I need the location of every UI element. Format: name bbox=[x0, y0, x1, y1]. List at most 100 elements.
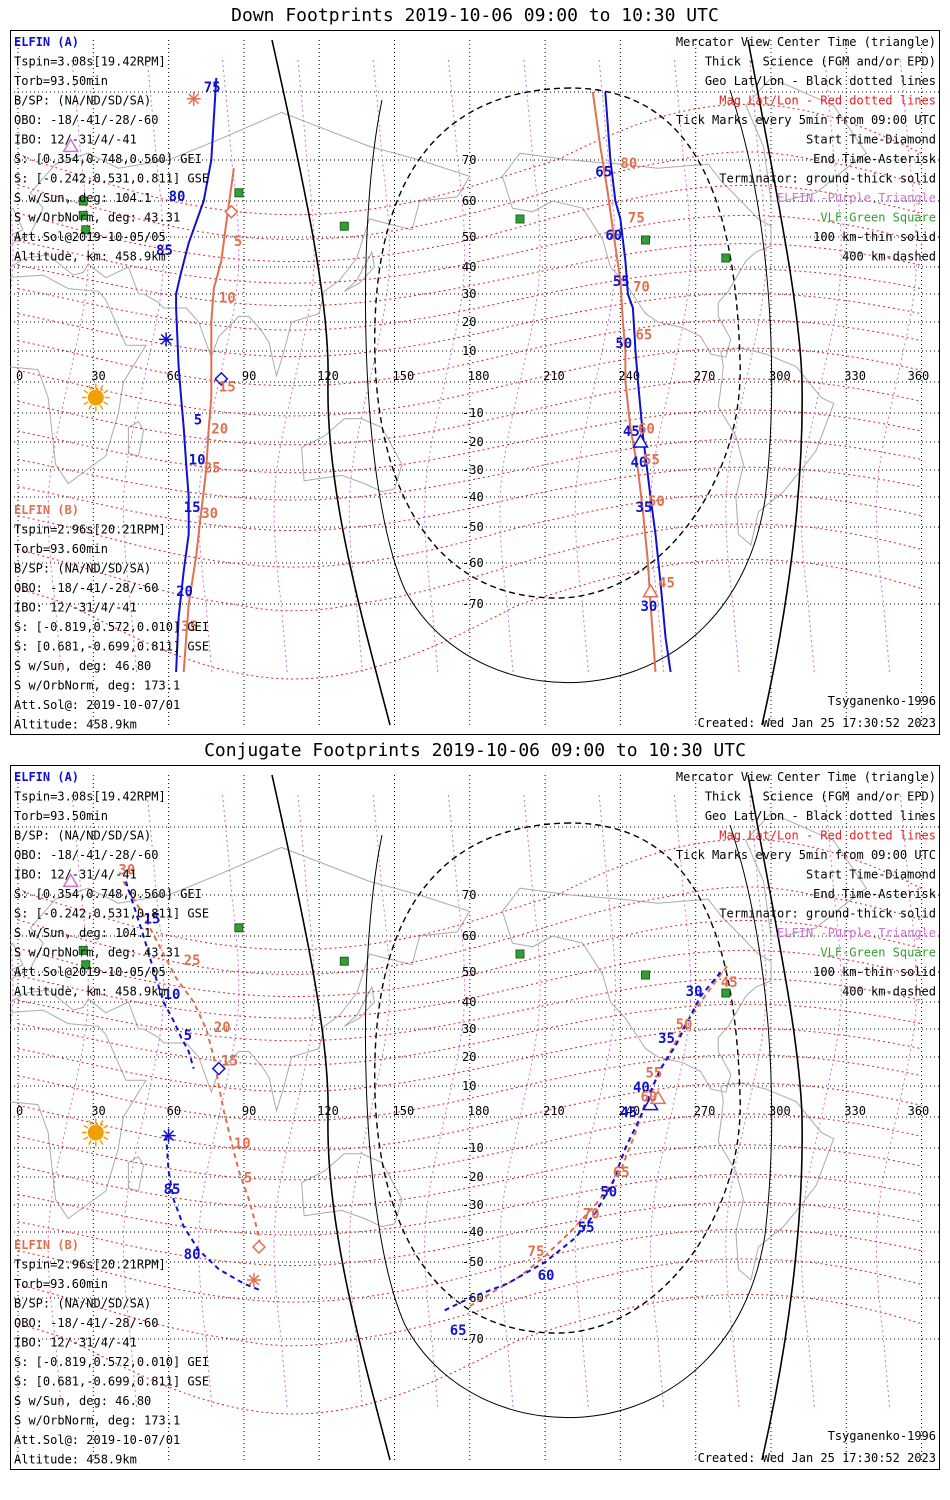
info-line: Att.Sol@: 2019-10-07/01 bbox=[14, 698, 180, 712]
model-label: Tsyganenko-1996 bbox=[828, 1429, 936, 1443]
info-line: S: [0.354,0.748,0.560] GEI bbox=[14, 152, 202, 166]
vlf-station-marker bbox=[721, 253, 731, 263]
lat-tick-label: -30 bbox=[462, 463, 484, 477]
lat-tick-label: 70 bbox=[462, 153, 476, 167]
legend-entry: Tick Marks every 5min from 09:00 UTC bbox=[676, 113, 936, 127]
lon-tick-label: 0 bbox=[16, 1104, 23, 1118]
legend-entry: ELFIN -Purple Triangle bbox=[777, 191, 936, 205]
lon-tick-label: 30 bbox=[91, 1104, 105, 1118]
info-line: OBO: -18/-41/-28/-60 bbox=[14, 1316, 159, 1330]
elfin-a-track-right bbox=[444, 971, 722, 1312]
elfin-a-tick-label: 45 bbox=[623, 424, 640, 440]
elfin-a-tick-label: 40 bbox=[630, 455, 647, 471]
legend-entry: Geo Lat/Lon - Black dotted lines bbox=[705, 74, 936, 88]
lon-tick-label: 300 bbox=[769, 1104, 791, 1118]
lon-tick-label: 240 bbox=[618, 369, 640, 383]
legend-entry: Start Time-Diamond bbox=[806, 133, 936, 147]
elfin-purple-triangle bbox=[62, 872, 80, 888]
info-line: Altitude, km: 458.9km bbox=[14, 250, 166, 264]
elfin-a-track-left bbox=[124, 881, 195, 1069]
vlf-station-marker bbox=[78, 196, 88, 206]
vlf-station-marker bbox=[721, 988, 731, 998]
lon-tick-label: 90 bbox=[242, 369, 256, 383]
info-line: S: [-0.819,0.572,0.010] GEI bbox=[14, 620, 209, 634]
lon-tick-label: 330 bbox=[844, 369, 866, 383]
lat-tick-label: -10 bbox=[462, 1141, 484, 1155]
info-line: S: [-0.242,0.531,0.811] GSE bbox=[14, 172, 209, 186]
elfin-b-tick-label: 45 bbox=[658, 576, 675, 592]
legend-entry: Mag Lat/Lon - Red dotted lines bbox=[719, 829, 936, 843]
info-line: Altitude, km: 458.9km bbox=[14, 985, 166, 999]
info-line: S w/Sun, deg: 46.80 bbox=[14, 659, 151, 673]
elfin-b-tick-label: 15 bbox=[219, 379, 236, 395]
elfin-b-tick-label: 30 bbox=[201, 506, 218, 522]
elfin-b-tick-label: 10 bbox=[234, 1136, 251, 1152]
info-label: ELFIN (A) bbox=[14, 770, 79, 784]
lon-tick-label: 240 bbox=[618, 1104, 640, 1118]
legend-entry: End Time-Asterisk bbox=[813, 152, 937, 166]
elfin-a-tick-label: 35 bbox=[658, 1031, 675, 1047]
vlf-station-marker bbox=[641, 235, 650, 245]
info-line: Torb=93.50min bbox=[14, 809, 108, 823]
legend-entry: Terminator: ground-thick solid bbox=[719, 907, 936, 921]
lat-tick-label: -40 bbox=[462, 490, 484, 504]
lon-tick-label: 120 bbox=[317, 1104, 339, 1118]
lat-tick-label: -60 bbox=[462, 556, 484, 570]
legend-entry: Start Time-Diamond bbox=[806, 868, 936, 882]
elfin-b-tick-label: 15 bbox=[221, 1054, 238, 1070]
lon-tick-label: 210 bbox=[543, 1104, 565, 1118]
lon-tick-label: 270 bbox=[694, 369, 716, 383]
elfin-a-tick-label: 35 bbox=[635, 500, 652, 516]
lon-tick-label: 150 bbox=[393, 369, 415, 383]
altitude-400km-contour bbox=[374, 87, 741, 599]
legend-entry: 400 km-dashed bbox=[842, 985, 936, 999]
info-line: S w/OrbNorm, deg: 43.31 bbox=[14, 946, 180, 960]
info-line: S: [0.354,0.748,0.560] GEI bbox=[14, 887, 202, 901]
lon-tick-label: 150 bbox=[393, 1104, 415, 1118]
lat-tick-label: -10 bbox=[462, 406, 484, 420]
axis-labels: 0 30 60 90 120 150 180 210 240 270 300 330 360 70 60 50… bbox=[16, 153, 929, 611]
elfin-a-tick-label: 5 bbox=[194, 413, 202, 429]
vlf-station-marker bbox=[515, 949, 525, 959]
coastlines bbox=[10, 812, 868, 1281]
down-footprints-map: 0 30 60 90 120 150 180 210 240 270 300 330 360 70 60 50… bbox=[10, 30, 940, 735]
info-line: B/SP: (NA/ND/SD/SA) bbox=[14, 1297, 151, 1311]
elfin-b-info: ELFIN (B) Tspin=2.96s[20.21RPM] Torb=93.60… bbox=[14, 503, 209, 732]
elfin-a-tick-label: 50 bbox=[600, 1185, 617, 1201]
elfin-b-center-triangle bbox=[642, 583, 659, 598]
info-label: ELFIN (B) bbox=[14, 503, 79, 517]
model-label: Tsyganenko-1996 bbox=[828, 694, 936, 708]
coastlines bbox=[10, 77, 868, 546]
legend-entry: Thick - Science (FGM and/or EPD) bbox=[705, 55, 936, 69]
info-line: Att.Sol@: 2019-10-07/01 bbox=[14, 1433, 180, 1447]
elfin-b-tick-label: 55 bbox=[643, 452, 660, 468]
elfin-b-tick-label: 20 bbox=[211, 421, 228, 437]
sun-icon bbox=[81, 383, 110, 412]
lat-tick-label: 50 bbox=[462, 230, 476, 244]
elfin-a-tick-label: 10 bbox=[164, 987, 181, 1003]
panel-title-down: Down Footprints 2019-10-06 09:00 to 10:3… bbox=[231, 5, 719, 26]
elfin-a-tick-label: 55 bbox=[578, 1220, 595, 1236]
lon-tick-label: 300 bbox=[769, 369, 791, 383]
lat-tick-label: -70 bbox=[462, 597, 484, 611]
legend-entry: 400 km-dashed bbox=[842, 250, 936, 264]
lon-tick-label: 210 bbox=[543, 369, 565, 383]
elfin-a-tick-label: 15 bbox=[144, 912, 161, 928]
info-line: Tspin=2.96s[20.21RPM] bbox=[14, 523, 166, 537]
info-line: OBO: -18/-41/-28/-60 bbox=[14, 113, 159, 127]
elfin-a-tick-label: 55 bbox=[613, 274, 630, 290]
elfin-b-tick-label: 5 bbox=[234, 234, 242, 250]
info-line: S: [0.681,-0.699,0.811] GSE bbox=[14, 1375, 209, 1389]
lon-tick-label: 60 bbox=[167, 369, 181, 383]
lat-tick-label: 10 bbox=[462, 1079, 476, 1093]
lat-tick-label: 30 bbox=[462, 287, 476, 301]
elfin-b-track-right bbox=[591, 91, 657, 673]
geo-grid bbox=[10, 775, 940, 1460]
vlf-station-marker bbox=[234, 923, 244, 933]
elfin-b-tick-label: 25 bbox=[204, 461, 221, 477]
terminator bbox=[271, 774, 803, 1461]
lon-tick-label: 360 bbox=[908, 369, 930, 383]
info-line: S w/Sun, deg: 104.1 bbox=[14, 191, 151, 205]
elfin-a-start-diamond bbox=[214, 371, 229, 386]
lat-tick-label: 30 bbox=[462, 1022, 476, 1036]
